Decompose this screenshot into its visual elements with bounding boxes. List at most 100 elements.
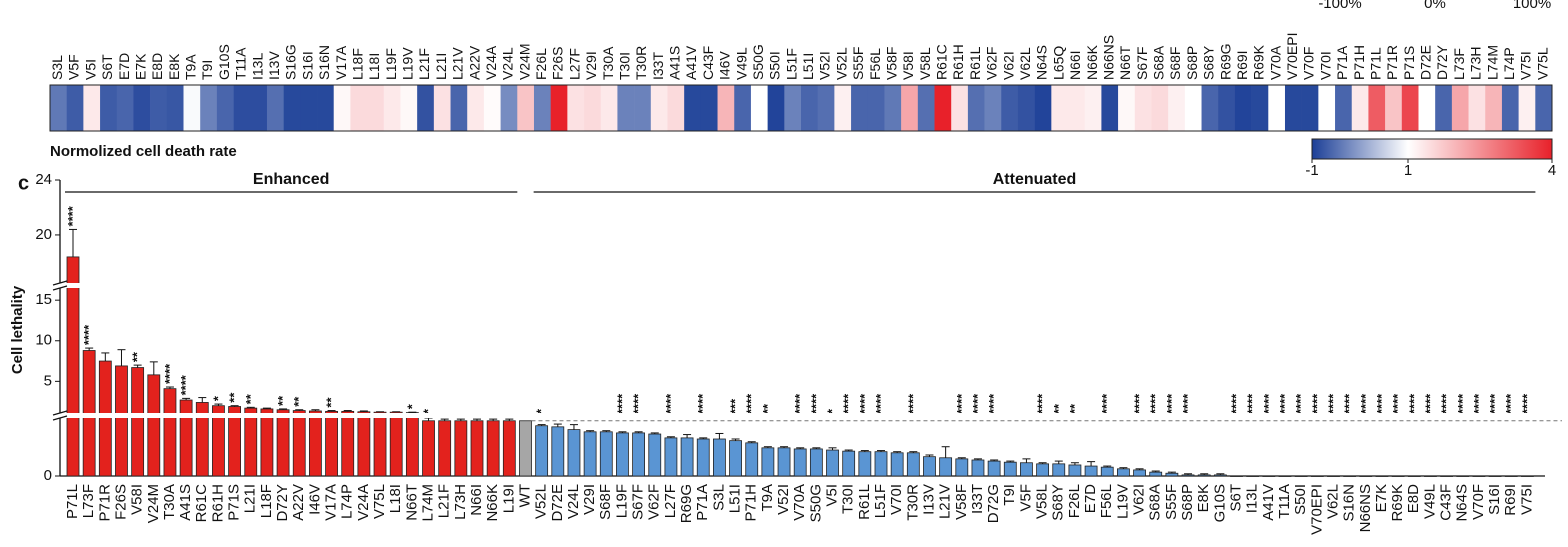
heatmap-cell: [66, 85, 84, 131]
x-tick-label: D72Y: [274, 484, 291, 522]
x-tick-label: S50I: [1292, 484, 1309, 515]
significance: ****: [954, 393, 969, 414]
heatmap-cell: [367, 85, 385, 131]
significance: ****: [1439, 393, 1454, 414]
bar: [858, 451, 872, 477]
bar: [438, 420, 452, 477]
x-tick-label: D72G: [985, 484, 1002, 523]
heatmap-cell: [600, 85, 618, 131]
bar: [470, 420, 484, 477]
heatmap-label: V58L: [917, 47, 933, 80]
x-tick-label: L19I: [500, 484, 517, 513]
heatmap-label: E8K: [166, 53, 182, 80]
bar: [1391, 475, 1405, 477]
heatmap-label: F26L: [533, 48, 549, 80]
heatmap-cell: [1268, 85, 1286, 131]
bar: [1084, 465, 1098, 477]
x-tick-label: V29I: [581, 484, 598, 515]
heatmap-label: I33T: [650, 52, 666, 80]
heatmap-cell: [801, 85, 818, 131]
significance: **: [275, 395, 290, 406]
heatmap-cell: [784, 85, 802, 131]
significance: ****: [631, 393, 646, 414]
break-mark: [52, 285, 68, 291]
heatmap-label: S16N: [316, 45, 332, 80]
x-tick-label: S50G: [807, 484, 824, 522]
y-tick-label: 10: [35, 332, 52, 349]
bar: [325, 410, 338, 477]
heatmap-label: T30A: [600, 46, 616, 80]
bar: [422, 420, 435, 477]
heatmap-label: V29I: [583, 51, 599, 80]
significance: *: [534, 408, 549, 414]
bar: [809, 448, 823, 477]
bar: [696, 438, 710, 477]
heatmap-cell: [917, 85, 935, 131]
significance: ****: [986, 393, 1001, 414]
significance: **: [291, 396, 306, 407]
group-label: Enhanced: [253, 171, 329, 188]
heatmap-label: V49L: [733, 47, 749, 80]
bar: [1036, 463, 1049, 477]
heatmap-label: L65Q: [1050, 46, 1066, 80]
colorbar-tick-label: -1: [1305, 162, 1318, 179]
significance: ****: [1406, 393, 1421, 414]
heatmap-cell: [1251, 85, 1269, 131]
x-tick-label: S68P: [1179, 484, 1196, 521]
significance: ****: [1035, 393, 1050, 414]
heatmap-cell: [550, 85, 568, 131]
heatmap-label: S68A: [1151, 45, 1167, 80]
heatmap-label: S16I: [299, 51, 315, 80]
heatmap-label: V24A: [483, 45, 499, 80]
significance: ****: [1164, 393, 1179, 414]
significance: ****: [1309, 393, 1324, 414]
x-tick-label: I13V: [920, 484, 937, 515]
heatmap-cell: [1335, 85, 1353, 131]
significance: ****: [1325, 393, 1340, 414]
bar: [163, 388, 177, 477]
heatmap-cell: [1184, 85, 1202, 131]
x-tick-label: P71L: [64, 484, 81, 519]
panel-label: c: [18, 172, 29, 194]
bar: [1278, 475, 1292, 477]
x-tick-label: V49L: [1421, 484, 1438, 519]
bar: [1003, 461, 1017, 477]
heatmap-cell: [584, 85, 602, 131]
heatmap-cell: [1034, 85, 1052, 131]
heatmap-cell: [1468, 85, 1486, 131]
heatmap-cell: [1284, 85, 1302, 131]
heatmap-label: L18I: [366, 53, 382, 80]
heatmap-label: L21I: [433, 53, 449, 80]
significance: ****: [1148, 393, 1163, 414]
significance: ****: [81, 324, 96, 345]
heatmap-cell: [1051, 85, 1069, 131]
bar: [1213, 474, 1227, 477]
heatmap-cell: [50, 85, 67, 131]
heatmap-cell: [700, 85, 718, 131]
heatmap-cell: [183, 85, 201, 131]
x-tick-label: L18F: [258, 484, 275, 518]
significance: ****: [841, 393, 856, 414]
heatmap-label: T9A: [183, 54, 199, 80]
x-tick-label: T11A: [1276, 484, 1293, 519]
significance: ****: [1132, 393, 1147, 414]
colorbar: [1311, 138, 1553, 160]
heatmap-cell: [350, 85, 368, 131]
significance: ****: [1342, 393, 1357, 414]
x-tick-label: L74P: [339, 484, 356, 519]
significance: ****: [744, 393, 759, 414]
heatmap-label: V75L: [1534, 47, 1550, 80]
bar: [66, 256, 80, 477]
significance: ****: [857, 393, 872, 414]
bar: [357, 411, 371, 477]
significance: ****: [1180, 393, 1195, 414]
bar: [890, 452, 904, 477]
heatmap-cell: [150, 85, 168, 131]
x-tick-label: V62L: [1324, 484, 1341, 519]
x-tick-label: S16I: [1486, 484, 1503, 515]
heatmap-cell: [1218, 85, 1236, 131]
bar: [1181, 474, 1195, 477]
significance: ****: [1471, 393, 1486, 414]
heatmap-cell: [1134, 85, 1152, 131]
heatmap-label: V70EPI: [1284, 33, 1300, 80]
